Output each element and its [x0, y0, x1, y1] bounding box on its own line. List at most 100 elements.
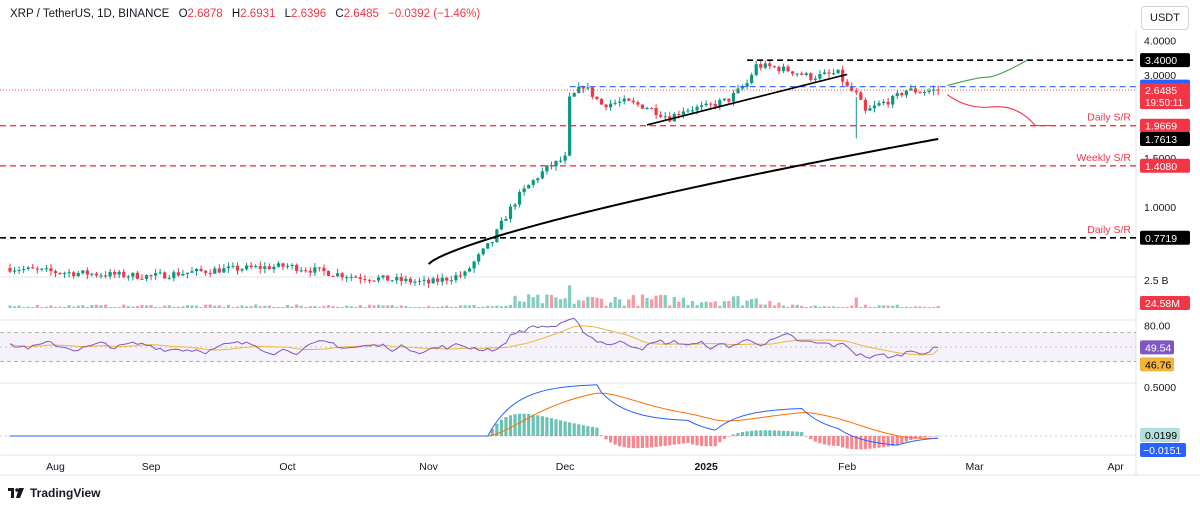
volume-bar — [317, 307, 321, 308]
macd-hist-bar — [709, 436, 713, 447]
price-tick-label: 4.0000 — [1144, 36, 1176, 48]
volume-bar — [204, 304, 208, 308]
macd-hist-bar — [859, 436, 863, 450]
candle-body — [149, 275, 153, 277]
candle-body — [791, 71, 795, 74]
candle-body — [217, 268, 221, 273]
candle-body — [722, 98, 726, 101]
volume-bar — [12, 306, 17, 308]
candle-body — [181, 274, 185, 276]
candle-body — [936, 89, 940, 91]
candle-body — [522, 188, 526, 193]
volume-bar — [399, 305, 403, 308]
macd-hist-bar — [791, 431, 795, 436]
currency-button[interactable]: USDT — [1141, 6, 1189, 30]
macd-hist-bar — [545, 417, 549, 436]
candle-body — [863, 99, 867, 111]
tradingview-icon — [8, 488, 24, 498]
candle-body — [836, 69, 840, 74]
candle-body — [144, 275, 149, 279]
candle-body — [12, 270, 17, 272]
volume-bar — [745, 300, 749, 308]
volume-bar — [267, 305, 271, 308]
candle-body — [290, 264, 294, 266]
volume-bar — [927, 307, 931, 308]
candle-body — [572, 93, 576, 97]
candle-body — [122, 271, 126, 277]
volume-bar — [704, 301, 708, 308]
candle-body — [486, 243, 490, 249]
macd-hist-bar — [627, 436, 631, 448]
volume-bar — [395, 306, 399, 308]
candle-body — [154, 273, 158, 276]
candle-body — [859, 92, 863, 100]
volume-bar — [677, 301, 681, 308]
volume-bar — [909, 307, 913, 308]
volume-bar — [276, 306, 281, 308]
macd-hist-bar — [540, 416, 544, 436]
volume-bar — [609, 302, 613, 308]
candle-body — [900, 93, 904, 96]
volume-bar — [467, 305, 472, 308]
candle-body — [750, 74, 754, 84]
macd-hist-bar — [777, 430, 781, 436]
volume-bar — [831, 306, 836, 308]
volume-bar — [640, 294, 645, 308]
volume-bar — [472, 304, 476, 308]
time-tick-label: Sep — [142, 461, 161, 473]
candle-body — [276, 263, 281, 267]
volume-bar — [85, 307, 89, 308]
volume-bar — [499, 306, 503, 308]
candle-body — [558, 160, 563, 162]
candle-body — [822, 72, 827, 74]
volume-bar — [859, 307, 863, 308]
macd-hist-bar — [604, 436, 608, 440]
price-label-box — [1140, 158, 1190, 173]
candle-body — [727, 98, 731, 102]
candle-body — [777, 66, 781, 72]
macd-hist-bar — [786, 431, 790, 436]
volume-bar — [868, 307, 872, 308]
candle-body — [854, 90, 858, 93]
candle-body — [317, 267, 321, 269]
candle-body — [872, 105, 877, 109]
candle-body — [886, 101, 890, 105]
candle-body — [272, 266, 276, 270]
candle-body — [904, 90, 908, 96]
volume-bar — [386, 305, 390, 308]
candle-body — [713, 103, 717, 107]
macd-hist-bar — [895, 436, 899, 446]
candle-body — [813, 78, 817, 80]
candle-body — [454, 275, 458, 281]
candle-body — [754, 64, 758, 75]
price-label-box — [1140, 53, 1190, 68]
candle-body — [731, 92, 736, 102]
volume-bar — [131, 306, 135, 308]
candle-body — [185, 272, 190, 275]
candle-body — [413, 281, 417, 283]
volume-bar — [508, 304, 513, 308]
candle-body — [358, 277, 362, 279]
candle-body — [222, 268, 226, 273]
volume-bar — [336, 306, 340, 308]
volume-bar — [618, 299, 622, 308]
volume-bar — [445, 305, 449, 308]
candle-body — [176, 272, 180, 276]
macd-hist-bar — [718, 436, 722, 443]
volume-bar — [900, 307, 904, 308]
candle-body — [690, 110, 695, 112]
volume-bar — [17, 305, 21, 308]
volume-bar — [49, 305, 53, 308]
candle-body — [167, 278, 171, 280]
volume-group — [8, 285, 940, 308]
volume-bar — [295, 304, 299, 308]
macd-hist-bar — [640, 436, 645, 449]
candle-body — [536, 178, 540, 181]
level-label: Daily S/R — [1087, 224, 1131, 236]
volume-bar — [722, 301, 726, 308]
macd-hist-bar — [590, 426, 594, 436]
candle-body — [709, 103, 713, 105]
bearish-scenario-path — [946, 94, 1056, 127]
